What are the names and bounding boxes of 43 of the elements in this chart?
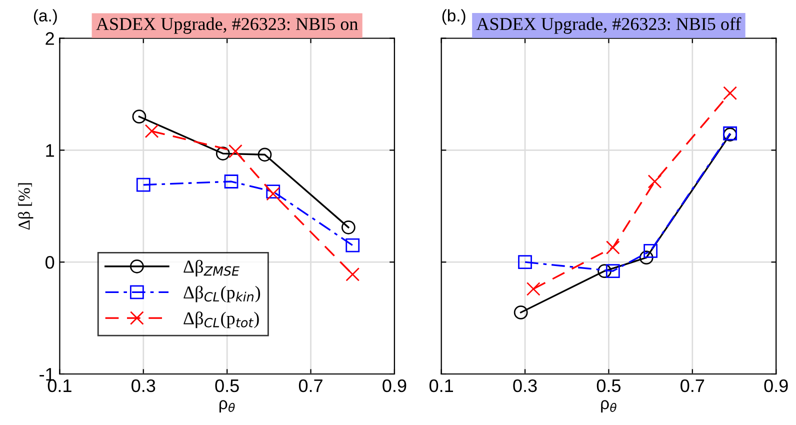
point (639, 250, 654, 265)
x-tick-label: 0.5 (215, 379, 239, 392)
y-tick-label: 1 (46, 144, 54, 157)
point (132, 110, 146, 124)
point (606, 240, 620, 254)
point (526, 282, 540, 296)
legend-label: Δβ$_{ZMSE}$ (184, 260, 240, 276)
point (216, 146, 230, 160)
text: (a.) (34, 9, 57, 25)
point (644, 244, 658, 258)
point (228, 144, 242, 158)
x-tick-label: 0.9 (764, 379, 788, 392)
point (518, 255, 532, 270)
x-tick-label: 0.1 (429, 379, 454, 392)
point (136, 178, 150, 192)
point (144, 124, 159, 138)
x-tick-label: 0.3 (513, 379, 537, 392)
point (606, 264, 620, 278)
y-tick-label: 2 (46, 32, 54, 45)
legend-label: Δβ$_{CL}$(p$_{kin}$) (184, 286, 260, 302)
point (346, 238, 360, 252)
y-axis-title: Δβ [%] (18, 183, 34, 230)
x-tick-label: 0.5 (596, 379, 621, 392)
x-tick-label: 0.9 (382, 379, 406, 392)
x-tick-label: 0.7 (298, 379, 322, 392)
point (341, 220, 356, 234)
legend-label: Δβ$_{CL}$(p$_{tot}$) (184, 312, 259, 328)
point (723, 86, 738, 100)
point (648, 174, 662, 188)
text: (b.) (442, 9, 466, 25)
point (346, 267, 360, 282)
x-axis-title: ρ$_{θ}$ (601, 400, 616, 413)
chart-title: ASDEX Upgrade, #26323: NBI5 on (96, 17, 358, 34)
y-tick-label: 0 (46, 256, 54, 269)
x-tick-label: 0.7 (680, 379, 704, 392)
x-tick-label: 0.1 (48, 379, 72, 392)
point (598, 264, 612, 278)
point (224, 174, 238, 188)
chart-title: ASDEX Upgrade, #26323: NBI5 off (476, 17, 742, 34)
x-axis-title: ρ$_{θ}$ (219, 400, 235, 413)
point (258, 148, 272, 162)
point (514, 306, 528, 320)
x-tick-label: 0.3 (132, 379, 156, 392)
